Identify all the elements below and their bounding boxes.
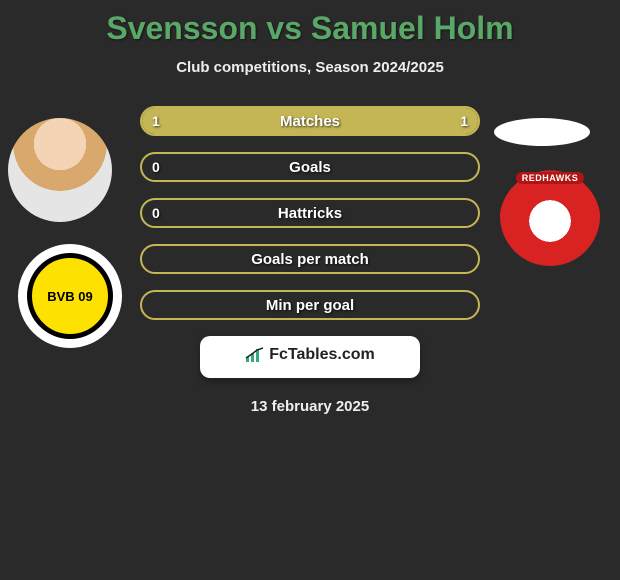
stat-bar: 0 Goals [140, 152, 480, 182]
player-left-club-badge: BVB 09 [18, 244, 122, 348]
stat-label: Min per goal [266, 297, 354, 314]
comparison-panel: BVB 09 REDHAWKS 1 Matches 1 0 Goals 0 Hattrick… [0, 106, 620, 415]
stat-bars: 1 Matches 1 0 Goals 0 Hattricks Goals per match… [140, 106, 480, 320]
stat-value-left: 1 [152, 113, 160, 129]
branding-text: FcTables.com [269, 346, 375, 364]
stat-bar: Goals per match [140, 244, 480, 274]
stat-bar: Min per goal [140, 290, 480, 320]
player-right-avatar [494, 118, 590, 146]
stat-label: Goals [289, 159, 331, 176]
branding-card: FcTables.com [200, 336, 420, 378]
branding-logo: FcTables.com [245, 346, 375, 364]
bars-icon [245, 347, 265, 363]
stat-bar: 1 Matches 1 [140, 106, 480, 136]
player-right-club-badge: REDHAWKS [500, 166, 600, 266]
stat-label: Hattricks [278, 205, 342, 222]
club-right-text: REDHAWKS [516, 172, 585, 184]
date-label: 13 february 2025 [0, 398, 620, 415]
club-left-text: BVB 09 [27, 253, 113, 339]
stat-value-right: 1 [460, 113, 468, 129]
stat-label: Goals per match [251, 251, 369, 268]
subtitle: Club competitions, Season 2024/2025 [0, 59, 620, 76]
stat-label: Matches [280, 113, 340, 130]
stat-bar: 0 Hattricks [140, 198, 480, 228]
page-title: Svensson vs Samuel Holm [0, 0, 620, 47]
stat-value-left: 0 [152, 205, 160, 221]
stat-value-left: 0 [152, 159, 160, 175]
player-left-avatar [8, 118, 112, 222]
